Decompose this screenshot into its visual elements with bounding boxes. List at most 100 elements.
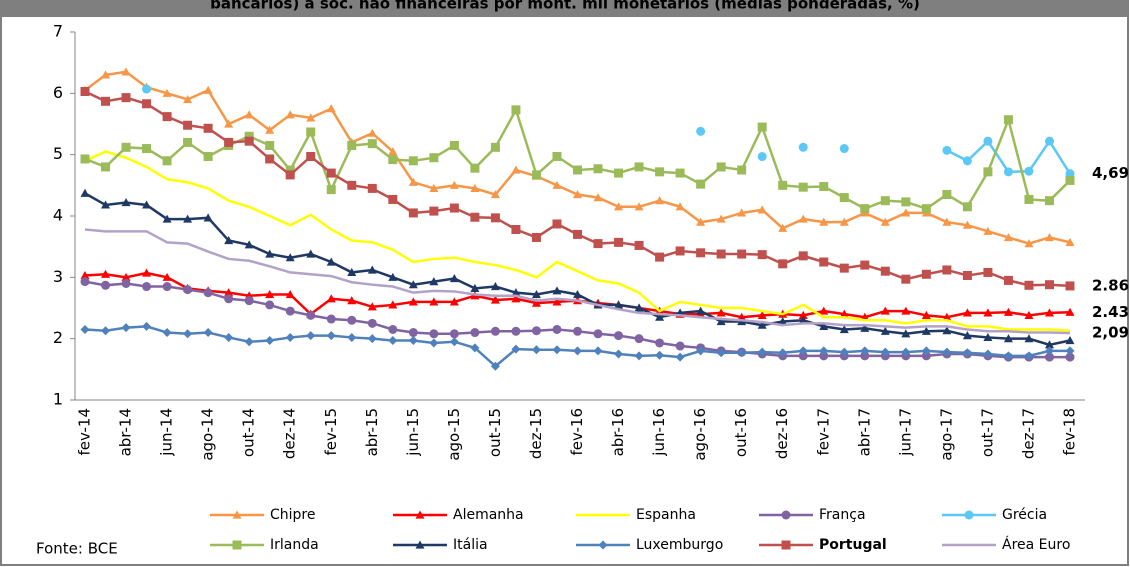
marker bbox=[573, 326, 582, 336]
marker bbox=[593, 346, 603, 356]
legend-marker bbox=[781, 540, 791, 550]
marker bbox=[142, 99, 152, 109]
marker bbox=[490, 282, 500, 291]
marker bbox=[593, 164, 603, 174]
marker bbox=[244, 296, 254, 306]
marker bbox=[367, 302, 377, 311]
marker bbox=[737, 208, 747, 217]
marker bbox=[490, 361, 500, 371]
marker bbox=[798, 351, 808, 361]
legend-marker bbox=[415, 510, 425, 519]
marker bbox=[326, 168, 336, 178]
marker bbox=[1003, 334, 1013, 343]
marker bbox=[531, 345, 541, 355]
marker bbox=[121, 272, 131, 281]
marker bbox=[429, 206, 439, 216]
marker bbox=[757, 205, 767, 214]
y-tick-label: 7 bbox=[53, 22, 63, 41]
marker bbox=[265, 125, 275, 134]
marker bbox=[921, 204, 931, 214]
y-tick-label: 4 bbox=[53, 206, 63, 225]
marker bbox=[224, 119, 234, 128]
marker bbox=[839, 347, 849, 357]
marker bbox=[839, 193, 849, 203]
marker bbox=[224, 288, 234, 297]
marker bbox=[573, 165, 582, 175]
x-tick-label: dez-16 bbox=[773, 408, 791, 459]
marker bbox=[778, 259, 788, 269]
marker bbox=[716, 316, 726, 326]
marker bbox=[408, 208, 418, 218]
legend-label: Irlanda bbox=[270, 537, 319, 553]
marker bbox=[347, 267, 357, 277]
marker bbox=[593, 239, 603, 249]
marker bbox=[901, 347, 911, 357]
marker bbox=[901, 197, 911, 207]
y-tick-label: 1 bbox=[53, 390, 63, 409]
marker bbox=[1024, 239, 1034, 248]
marker bbox=[162, 88, 172, 97]
marker bbox=[798, 182, 808, 192]
marker bbox=[326, 331, 336, 341]
marker bbox=[634, 162, 644, 172]
marker bbox=[80, 188, 90, 197]
legend-marker bbox=[781, 510, 791, 520]
marker bbox=[675, 168, 685, 178]
marker bbox=[757, 310, 767, 319]
marker bbox=[408, 336, 418, 346]
marker bbox=[901, 208, 911, 217]
marker bbox=[183, 94, 193, 104]
marker bbox=[860, 351, 870, 361]
marker bbox=[265, 290, 275, 299]
marker bbox=[716, 308, 726, 317]
marker bbox=[388, 147, 398, 156]
marker bbox=[285, 332, 295, 342]
marker bbox=[634, 202, 644, 211]
marker bbox=[634, 240, 644, 250]
marker bbox=[285, 290, 295, 299]
marker bbox=[203, 152, 213, 162]
x-tick-label: jun-14 bbox=[158, 408, 176, 457]
marker bbox=[716, 162, 726, 172]
x-tick-label: abr-15 bbox=[363, 408, 381, 456]
marker bbox=[347, 332, 357, 342]
marker bbox=[470, 343, 480, 353]
end-label: 4,69 bbox=[1092, 164, 1129, 182]
marker bbox=[101, 200, 111, 209]
marker bbox=[593, 193, 603, 202]
marker bbox=[962, 308, 972, 317]
marker bbox=[121, 198, 131, 207]
marker bbox=[121, 278, 131, 288]
marker bbox=[962, 156, 972, 166]
marker bbox=[655, 338, 665, 348]
end-label: 2,09 bbox=[1092, 324, 1129, 342]
marker bbox=[531, 298, 541, 307]
marker bbox=[860, 204, 870, 214]
legend-marker bbox=[964, 510, 974, 520]
marker bbox=[737, 249, 747, 259]
marker bbox=[285, 110, 295, 119]
marker bbox=[203, 213, 213, 222]
marker bbox=[696, 346, 706, 356]
marker bbox=[1003, 115, 1013, 125]
legend-marker bbox=[232, 510, 242, 519]
marker bbox=[655, 312, 665, 321]
x-tick-label: abr-16 bbox=[609, 408, 627, 456]
marker bbox=[983, 167, 993, 177]
marker bbox=[696, 217, 706, 226]
marker bbox=[347, 140, 357, 150]
marker bbox=[101, 96, 111, 106]
marker bbox=[367, 128, 377, 137]
marker bbox=[614, 237, 624, 247]
marker bbox=[347, 315, 357, 325]
marker bbox=[142, 321, 152, 331]
marker bbox=[921, 326, 931, 335]
marker bbox=[614, 202, 624, 211]
marker bbox=[880, 217, 890, 226]
x-tick-label: jun-15 bbox=[404, 408, 422, 457]
marker bbox=[408, 156, 418, 166]
marker bbox=[306, 152, 316, 162]
marker bbox=[942, 190, 952, 200]
marker bbox=[942, 265, 952, 275]
